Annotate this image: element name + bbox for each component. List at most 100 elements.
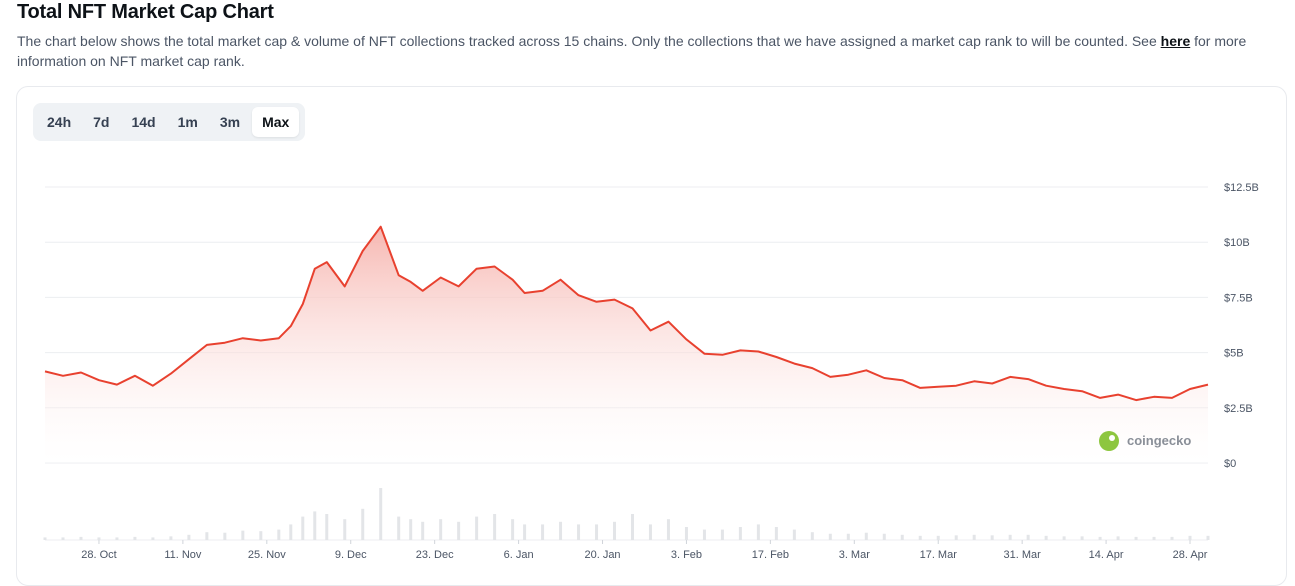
volume-bar: [223, 532, 227, 540]
volume-bar: [1116, 536, 1120, 540]
volume-bar: [1062, 536, 1066, 540]
volume-bar: [379, 488, 383, 540]
volume-bar: [1026, 534, 1030, 540]
volume-bar: [1206, 535, 1210, 540]
volume-bar: [409, 519, 413, 540]
x-tick-label: 28. Apr: [1173, 549, 1208, 561]
description-text: The chart below shows the total market c…: [17, 33, 1161, 49]
volume-bar: [79, 536, 83, 540]
volume-bar: [864, 532, 868, 540]
tab-7d[interactable]: 7d: [93, 114, 110, 130]
volume-bar: [97, 537, 101, 540]
volume-bar: [1008, 534, 1012, 540]
time-range-tabs: 24h 7d 14d 1m 3m Max: [33, 103, 306, 141]
volume-bar: [205, 532, 209, 540]
volume-bar: [115, 537, 119, 540]
volume-bar: [1044, 535, 1048, 540]
volume-bar: [559, 521, 563, 540]
volume-bar: [541, 524, 545, 540]
x-tick-label: 23. Dec: [416, 549, 454, 561]
volume-bar: [990, 535, 994, 540]
volume-bar: [595, 524, 599, 540]
volume-bar: [421, 521, 425, 540]
page-title: Total NFT Market Cap Chart: [17, 1, 274, 23]
market-cap-area: [45, 226, 1208, 463]
volume-bar: [397, 516, 401, 540]
volume-bar: [720, 529, 724, 540]
volume-bar: [1152, 536, 1156, 540]
tab-max[interactable]: Max: [252, 107, 300, 137]
volume-bar: [43, 537, 47, 540]
volume-bar: [289, 524, 293, 540]
volume-bar: [493, 514, 497, 540]
volume-bar: [972, 534, 976, 540]
volume-bar: [756, 524, 760, 540]
volume-bar: [684, 527, 688, 540]
volume-bar: [187, 534, 191, 540]
x-tick-label: 17. Mar: [920, 549, 958, 561]
volume-bar: [738, 527, 742, 540]
volume-bar: [169, 536, 173, 540]
y-tick-label: $5B: [1224, 348, 1244, 360]
volume-bar: [792, 529, 796, 540]
volume-bar: [439, 519, 443, 540]
coingecko-eye: [1109, 435, 1115, 441]
volume-bar: [828, 533, 832, 540]
x-tick-label: 17. Feb: [752, 549, 789, 561]
volume-bar: [846, 533, 850, 540]
x-tick-label: 25. Nov: [248, 549, 286, 561]
y-tick-label: $10B: [1224, 237, 1250, 249]
volume-bar: [882, 533, 886, 540]
volume-bar: [61, 537, 65, 540]
volume-bar: [259, 531, 263, 540]
volume-bar: [1188, 535, 1192, 540]
volume-bar: [133, 536, 137, 540]
y-tick-label: $0: [1224, 458, 1236, 470]
y-tick-label: $7.5B: [1224, 292, 1253, 304]
x-tick-label: 14. Apr: [1089, 549, 1124, 561]
volume-bar: [613, 521, 617, 540]
volume-bar: [702, 529, 706, 540]
x-tick-label: 3. Mar: [839, 549, 871, 561]
coingecko-watermark: coingecko: [1099, 431, 1191, 451]
volume-bar: [774, 527, 778, 540]
volume-bar: [1080, 536, 1084, 540]
volume-bar: [523, 524, 527, 540]
market-cap-line: [44, 225, 1209, 402]
chart-description: The chart below shows the total market c…: [17, 31, 1272, 71]
x-tick-label: 31. Mar: [1004, 549, 1042, 561]
volume-bar: [954, 535, 958, 540]
volume-bar: [511, 519, 515, 540]
watermark-text: coingecko: [1127, 433, 1191, 448]
x-tick-label: 3. Feb: [671, 549, 702, 561]
volume-bar: [313, 511, 317, 540]
volume-bar: [457, 521, 461, 540]
volume-bar: [1098, 536, 1102, 540]
x-tick-label: 11. Nov: [164, 549, 202, 561]
volume-bar: [241, 530, 245, 540]
volume-bar: [361, 508, 365, 540]
market-cap-rank-link[interactable]: here: [1160, 33, 1191, 49]
volume-bar: [475, 516, 479, 540]
volume-bar: [325, 514, 329, 540]
tab-1m[interactable]: 1m: [177, 114, 198, 130]
tab-3m[interactable]: 3m: [219, 114, 241, 130]
volume-bar: [151, 537, 155, 540]
y-tick-label: $12.5B: [1224, 182, 1259, 194]
tab-14d[interactable]: 14d: [131, 114, 156, 130]
volume-bar: [918, 535, 922, 540]
market-cap-chart[interactable]: $0 $2.5B $5B $7.5B $10B $12.5B 28. Oct 11. Nov…: [0, 0, 1295, 571]
description-text-end: for more information on NFT market cap r…: [17, 33, 1247, 69]
x-tick-label: 20. Jan: [584, 549, 620, 561]
y-tick-label: $2.5B: [1224, 403, 1253, 415]
volume-bar: [900, 534, 904, 540]
volume-bar: [301, 516, 305, 540]
volume-bar: [577, 524, 581, 540]
volume-bar: [1134, 536, 1138, 540]
tab-24h[interactable]: 24h: [47, 114, 72, 130]
x-tick-label: 6. Jan: [504, 549, 534, 561]
volume-bar: [666, 519, 670, 540]
x-tick-label: 9. Dec: [335, 549, 367, 561]
volume-bar: [648, 524, 652, 540]
volume-bar: [630, 514, 634, 540]
